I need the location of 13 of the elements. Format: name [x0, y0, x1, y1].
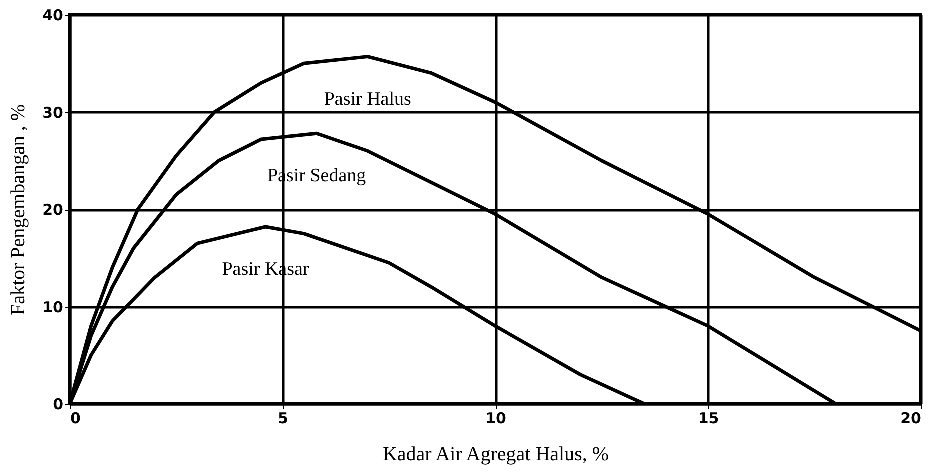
x-axis-title: Kadar Air Agregat Halus, % — [382, 444, 610, 466]
y-tick-label: 40 — [42, 6, 64, 24]
x-tick-label: 0 — [70, 410, 81, 428]
y-tick-label: 30 — [42, 104, 64, 122]
y-tick-label: 0 — [53, 396, 64, 414]
y-axis-title: Faktor Pengembangan , % — [8, 104, 30, 316]
x-tick-label: 5 — [278, 410, 288, 428]
x-tick-label: 20 — [900, 410, 922, 428]
y-tick-label: 10 — [42, 298, 64, 316]
series-label: Pasir Halus — [324, 88, 412, 110]
x-tick-label: 10 — [486, 410, 506, 428]
y-tick-label: 20 — [42, 201, 64, 219]
x-tick-label: 15 — [698, 410, 720, 428]
